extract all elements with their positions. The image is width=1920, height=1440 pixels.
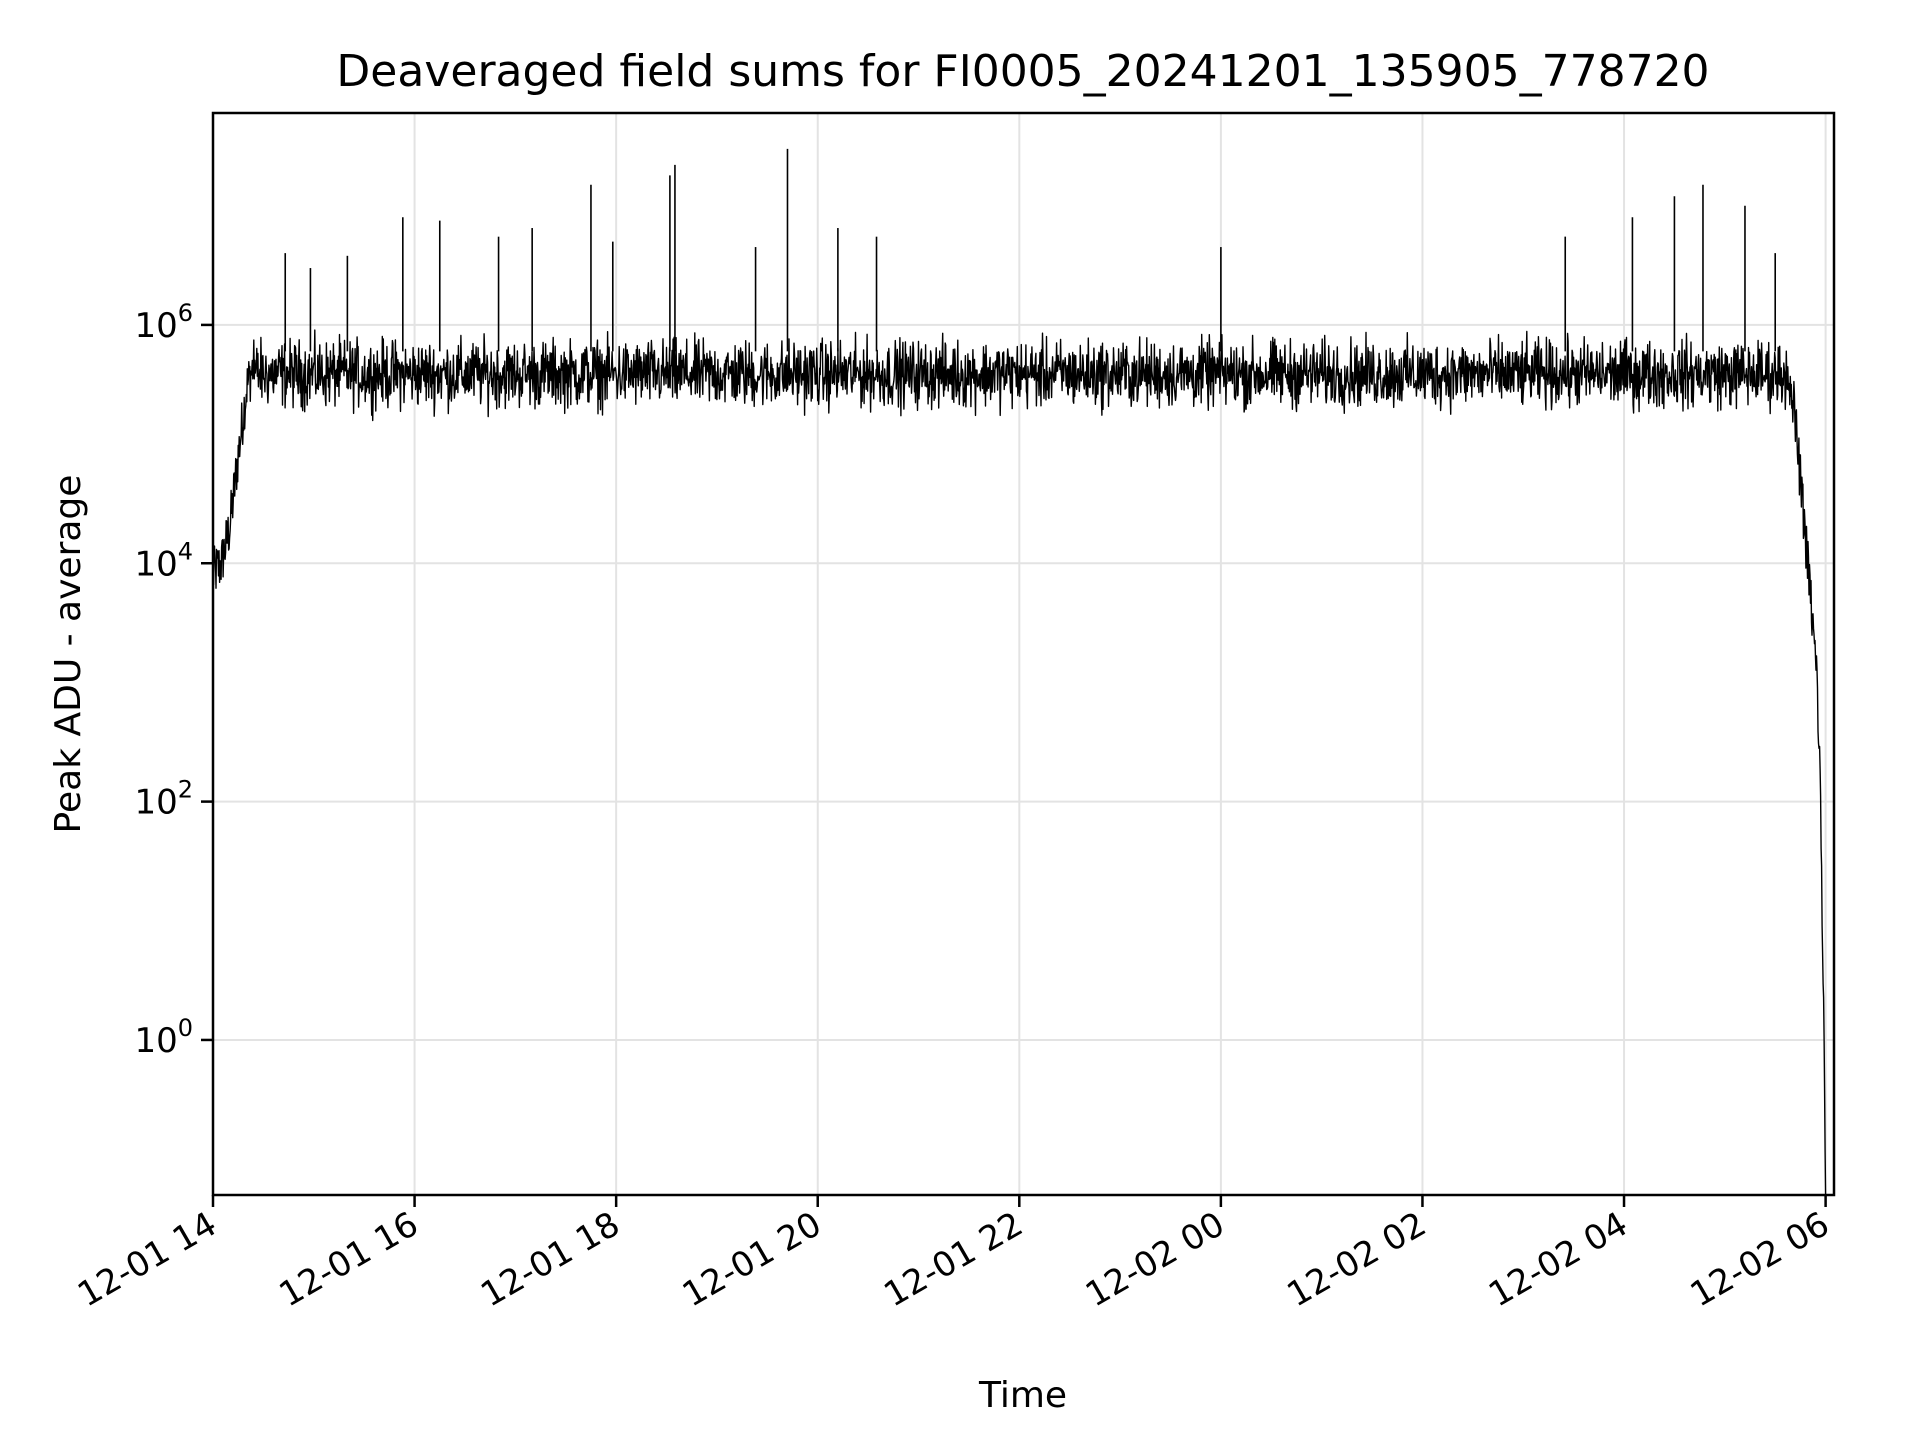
grid bbox=[212, 113, 1834, 1195]
y-tick-label: 100 bbox=[134, 1014, 193, 1061]
y-axis-label: Peak ADU - average bbox=[48, 475, 89, 834]
y-tick-label: 102 bbox=[134, 776, 193, 823]
series-line bbox=[212, 148, 1827, 1196]
plot-area bbox=[211, 111, 1836, 1197]
x-tick-label: 12-02 00 bbox=[1079, 1204, 1231, 1315]
x-tick-label: 12-01 14 bbox=[71, 1204, 223, 1315]
y-tick-label: 104 bbox=[134, 537, 193, 584]
x-tick-label: 12-01 22 bbox=[877, 1204, 1029, 1315]
x-tick-label: 12-02 06 bbox=[1684, 1204, 1836, 1315]
chart-title: Deaveraged field sums for FI0005_2024120… bbox=[336, 46, 1709, 97]
x-axis-label: Time bbox=[978, 1375, 1067, 1416]
y-axis: 100 102 104 106 bbox=[134, 299, 213, 1061]
x-axis: 12-01 14 12-01 16 12-01 18 12-01 20 12-01 22… bbox=[71, 1195, 1836, 1315]
x-tick-label: 12-02 04 bbox=[1482, 1204, 1634, 1315]
x-tick-label: 12-01 18 bbox=[474, 1204, 626, 1315]
x-tick-label: 12-01 16 bbox=[273, 1204, 425, 1315]
y-tick-label: 106 bbox=[134, 299, 193, 346]
x-tick-label: 12-02 02 bbox=[1281, 1204, 1433, 1315]
series-path bbox=[212, 329, 1827, 1196]
x-tick-label: 12-01 20 bbox=[676, 1204, 828, 1315]
